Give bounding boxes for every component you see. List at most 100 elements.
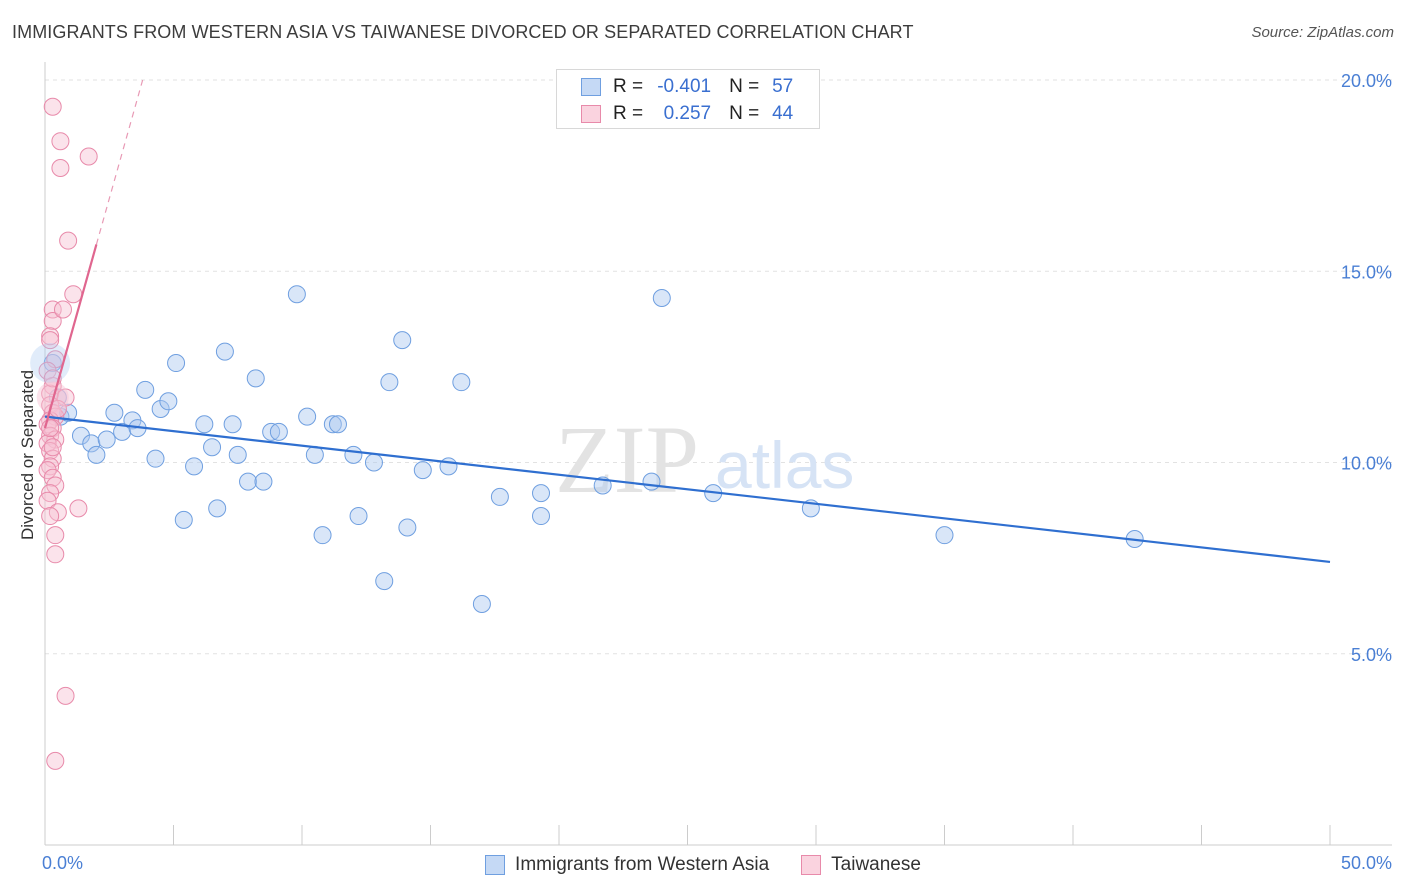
point-western-asia <box>532 484 551 503</box>
legend-swatch-taiwanese <box>801 855 822 875</box>
point-taiwanese <box>38 491 57 510</box>
data-points <box>30 97 1144 770</box>
point-taiwanese <box>41 331 60 350</box>
point-taiwanese <box>46 526 65 545</box>
point-western-asia <box>472 595 491 614</box>
watermark-zip: ZIP <box>555 406 699 513</box>
point-western-asia <box>254 472 273 491</box>
stats-row-taiwanese: R = 0.257 N = 44 <box>581 101 793 127</box>
point-western-asia <box>313 526 332 545</box>
legend-item-western-asia[interactable]: Immigrants from Western Asia <box>485 854 769 876</box>
point-taiwanese <box>51 158 70 177</box>
point-western-asia <box>349 507 368 526</box>
point-taiwanese <box>43 311 62 330</box>
point-western-asia <box>298 407 317 426</box>
y-tick-label: 15.0% <box>1341 262 1392 282</box>
stats-r-label: R = <box>613 103 644 124</box>
stats-n-label: N = <box>729 103 760 124</box>
stats-swatch-western-asia <box>581 78 601 96</box>
point-western-asia <box>269 422 288 441</box>
y-tick-label: 10.0% <box>1341 454 1392 474</box>
point-western-asia <box>344 445 363 464</box>
point-western-asia <box>323 415 342 434</box>
point-western-asia <box>97 430 116 449</box>
point-western-asia <box>151 399 170 418</box>
point-taiwanese <box>53 300 72 319</box>
trend-line-western-asia <box>44 415 1331 564</box>
stats-r-value: 0.257 <box>663 103 712 124</box>
point-western-asia <box>262 422 281 441</box>
point-western-asia <box>398 518 417 537</box>
x-tick-label: 50.0% <box>1341 853 1392 873</box>
point-western-asia <box>439 457 458 476</box>
point-western-asia <box>87 445 106 464</box>
stats-n-label: N = <box>729 76 760 97</box>
point-taiwanese <box>41 507 60 526</box>
point-taiwanese <box>79 147 98 166</box>
point-western-asia <box>208 499 227 518</box>
point-western-asia <box>364 453 383 472</box>
legend-label: Taiwanese <box>831 854 921 875</box>
point-western-asia <box>71 426 90 445</box>
y-axis-label: Divorced or Separated <box>18 370 37 540</box>
point-western-asia <box>393 331 412 350</box>
point-western-asia <box>935 526 954 545</box>
point-taiwanese <box>59 231 78 250</box>
axes <box>44 62 1392 846</box>
stats-r-label: R = <box>613 76 644 97</box>
point-taiwanese <box>69 499 88 518</box>
point-western-asia <box>82 434 101 453</box>
stats-r-value: -0.401 <box>657 76 712 97</box>
trend-lines <box>43 79 1331 564</box>
y-tick-label: 5.0% <box>1351 645 1392 665</box>
point-western-asia <box>532 507 551 526</box>
point-western-asia <box>239 472 258 491</box>
point-western-asia <box>287 285 306 304</box>
point-western-asia <box>452 373 471 392</box>
point-western-asia <box>203 438 222 457</box>
point-western-asia <box>228 445 247 464</box>
stats-box: R = -0.401 N = 57 R = 0.257 N = 44 <box>556 69 820 129</box>
watermark: ZIP atlas <box>555 406 854 513</box>
point-western-asia <box>185 457 204 476</box>
point-western-asia <box>146 449 165 468</box>
point-western-asia <box>328 415 347 434</box>
source-note: Source: ZipAtlas.com <box>1251 24 1394 41</box>
point-taiwanese <box>41 419 60 438</box>
point-taiwanese <box>51 132 70 151</box>
point-western-asia <box>105 403 124 422</box>
stats-n-value: 44 <box>772 103 794 124</box>
point-taiwanese <box>46 545 65 564</box>
trend-line-taiwanese-extension <box>95 79 144 245</box>
point-taiwanese <box>43 438 62 457</box>
point-western-asia <box>113 422 132 441</box>
point-western-asia <box>652 289 671 308</box>
legend-item-taiwanese[interactable]: Taiwanese <box>801 854 921 876</box>
point-western-asia <box>159 392 178 411</box>
point-western-asia <box>136 380 155 399</box>
legend: Immigrants from Western Asia Taiwanese <box>0 852 1406 878</box>
x-tick-label: 0.0% <box>42 853 83 873</box>
stats-swatch-taiwanese <box>581 105 601 123</box>
legend-label: Immigrants from Western Asia <box>515 854 770 875</box>
point-western-asia <box>642 472 661 491</box>
point-taiwanese <box>64 285 83 304</box>
stats-n-value: 57 <box>772 76 794 97</box>
y-tick-label: 20.0% <box>1341 71 1392 91</box>
legend-swatch-western-asia <box>485 855 506 875</box>
point-taiwanese <box>56 686 75 705</box>
trend-line-taiwanese <box>43 244 98 429</box>
point-western-asia <box>246 369 265 388</box>
tick-labels: 5.0% 10.0% 15.0% 20.0% 0.0% 50.0% <box>42 71 1392 873</box>
chart-title: IMMIGRANTS FROM WESTERN ASIA VS TAIWANES… <box>12 22 914 42</box>
stats-row-western-asia: R = -0.401 N = 57 <box>581 74 793 100</box>
point-western-asia <box>223 415 242 434</box>
point-western-asia <box>380 373 399 392</box>
point-taiwanese <box>41 327 60 346</box>
point-western-asia <box>174 510 193 529</box>
point-western-asia <box>413 461 432 480</box>
point-taiwanese <box>46 751 65 770</box>
point-western-asia <box>215 342 234 361</box>
point-taiwanese <box>43 97 62 116</box>
